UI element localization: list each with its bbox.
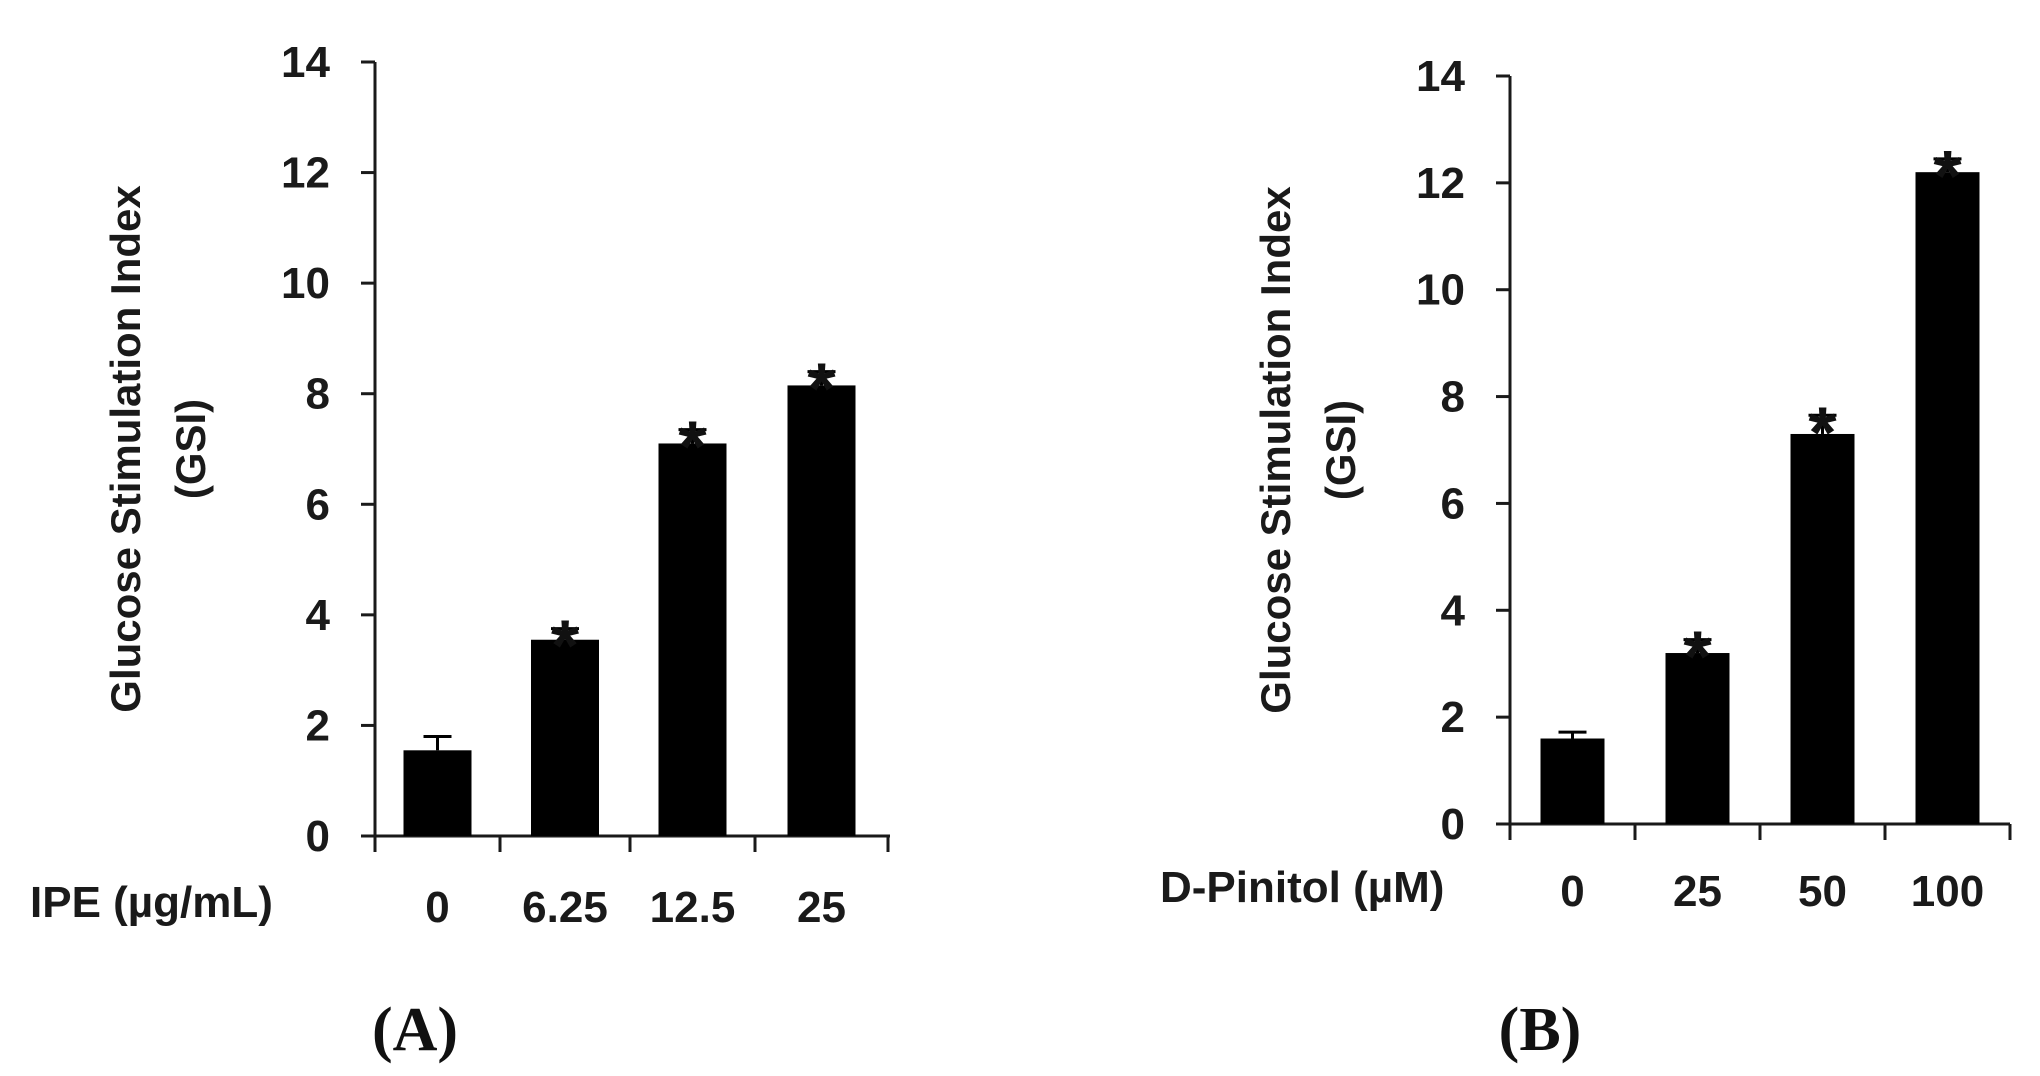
panel-b-y-tick-label: 12	[1416, 159, 1465, 208]
panel-b-bar-0	[1540, 738, 1605, 824]
panel-a-category-label-0: 0	[425, 883, 449, 932]
panel-a-y-axis-title-line1: Glucose Stimulation Index	[102, 185, 149, 713]
panel-a-y-tick-label: 8	[306, 370, 330, 419]
panel-b-y-tick-label: 10	[1416, 266, 1465, 315]
panel-a-category-label-1: 6.25	[522, 883, 608, 932]
panel-b-category-label-3: 100	[1911, 867, 1984, 916]
panel-a-y-tick-label: 12	[281, 149, 330, 198]
panel-b-y-axis-title-line1: Glucose Stimulation Index	[1252, 186, 1299, 714]
panel-b-y-tick-label: 4	[1441, 586, 1466, 635]
panel-a-bar-2	[658, 443, 727, 836]
panel-b-bar-1	[1665, 653, 1730, 824]
panel-b-y-tick-label: 0	[1441, 800, 1465, 849]
panel-b-significance-marker-3: *	[1933, 137, 1961, 217]
panel-a-bar-3	[787, 385, 856, 836]
panel-a-y-tick-label: 2	[306, 701, 330, 750]
panel-a-category-label-3: 25	[797, 883, 846, 932]
panel-a-y-axis-title-line2: (GSI)	[167, 399, 214, 499]
panel-b-y-tick-label: 14	[1416, 52, 1465, 101]
panel-a-y-tick-label: 10	[281, 259, 330, 308]
panel-a-significance-marker-1: *	[551, 607, 579, 687]
panel-a-x-variable-label: IPE (µg/mL)	[30, 878, 273, 927]
panel-a-y-tick-label: 4	[306, 591, 331, 640]
panel-b-panel-label: (B)	[1499, 996, 1582, 1064]
panel-b-bar-2	[1790, 433, 1855, 824]
panel-b-category-label-2: 50	[1798, 867, 1847, 916]
panel-a-significance-marker-3: *	[807, 350, 835, 430]
panel-a-bar-0	[403, 750, 472, 836]
panel-b-y-tick-label: 8	[1441, 373, 1465, 422]
panel-a-significance-marker-2: *	[678, 408, 706, 488]
panel-a-y-tick-label: 6	[306, 480, 330, 529]
panel-b-category-label-1: 25	[1673, 867, 1722, 916]
panel-a-y-tick-label: 0	[306, 812, 330, 861]
panel-b-x-variable-label: D-Pinitol (µM)	[1160, 863, 1444, 912]
panel-b-y-tick-label: 6	[1441, 479, 1465, 528]
panel-b-y-tick-label: 2	[1441, 693, 1465, 742]
panel-b-significance-marker-2: *	[1808, 393, 1836, 473]
panel-b-significance-marker-1: *	[1683, 618, 1711, 698]
panel-a-bar-1	[531, 639, 599, 836]
panel-a-y-tick-label: 14	[281, 38, 330, 87]
panel-a-category-label-2: 12.5	[650, 883, 736, 932]
panel-b-bar-3	[1915, 172, 1980, 824]
panel-b-y-axis-title-line2: (GSI)	[1317, 400, 1364, 500]
panel-a-panel-label: (A)	[372, 996, 458, 1064]
panel-b-category-label-0: 0	[1560, 867, 1584, 916]
